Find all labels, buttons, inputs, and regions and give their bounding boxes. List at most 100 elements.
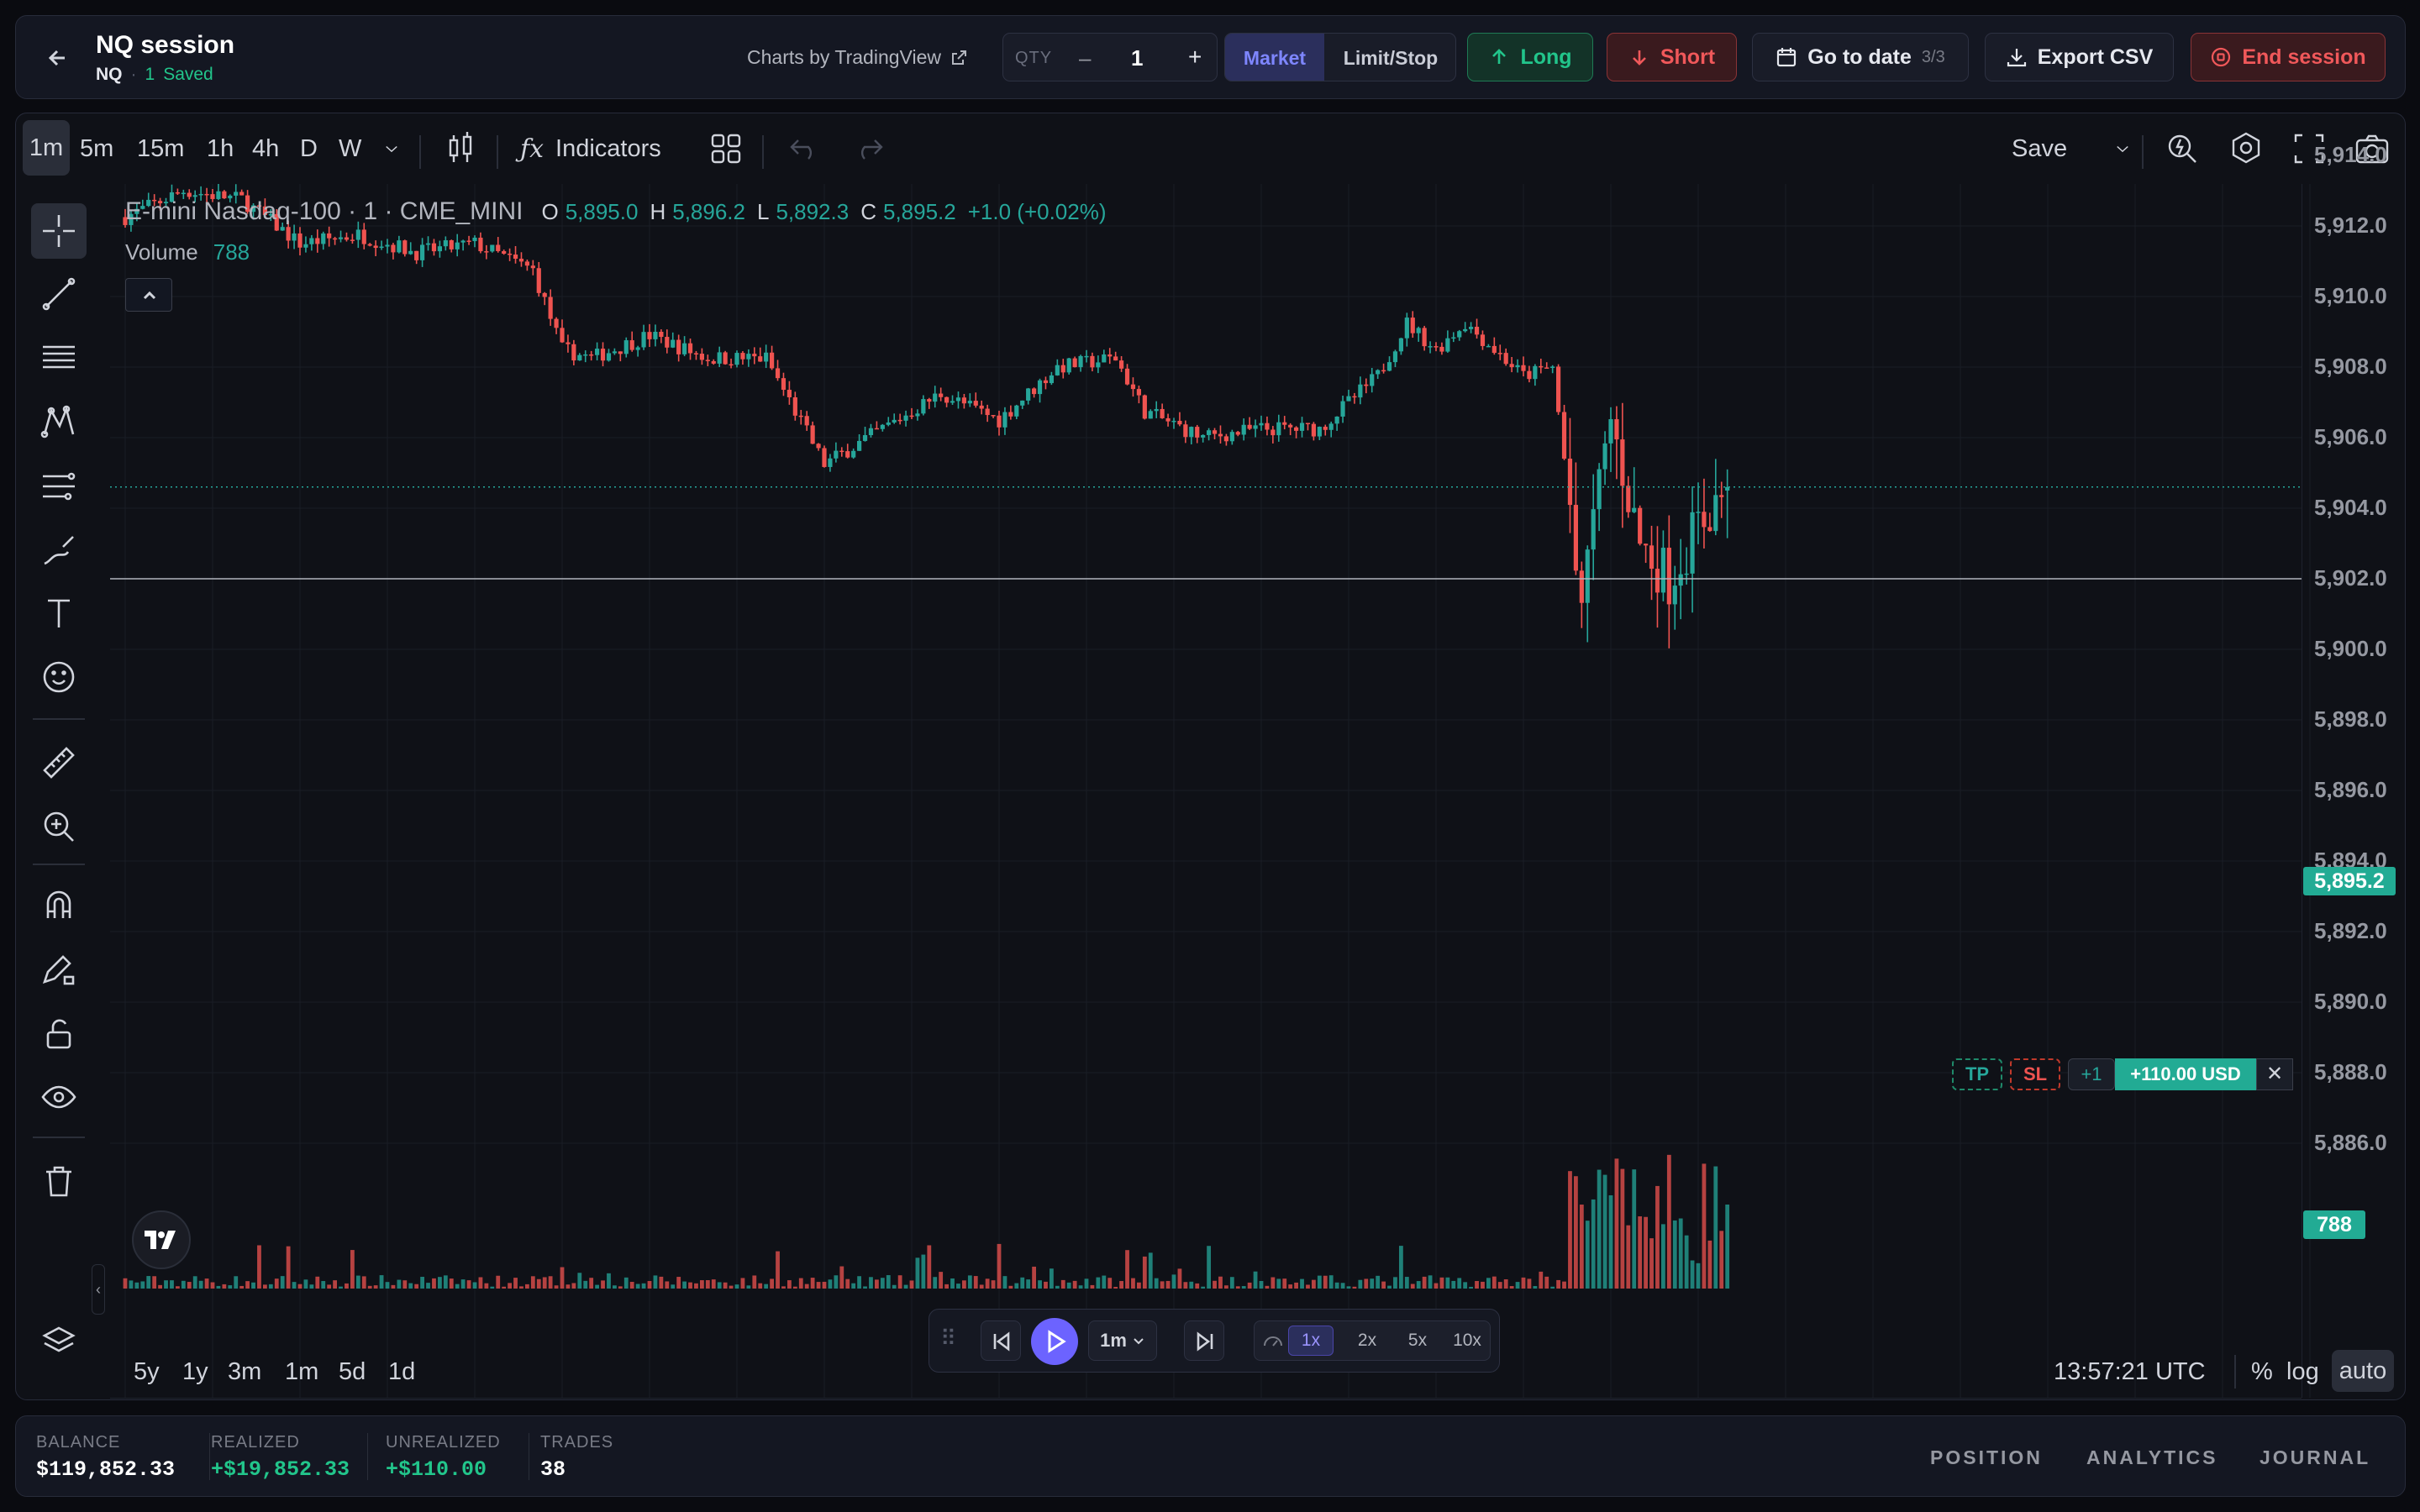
auto-toggle[interactable]: auto [2332,1350,2394,1392]
collapse-toolbar-button[interactable]: ‹ [92,1264,105,1315]
object-tree-button[interactable] [31,1315,87,1370]
timeframe-w[interactable]: W [339,135,362,162]
volume-bar [659,1276,664,1289]
timeframe-dropdown[interactable] [379,129,404,169]
ruler-tool[interactable] [31,735,87,790]
fib-tool[interactable] [31,330,87,386]
long-button[interactable]: Long [1467,33,1593,81]
qty-input[interactable]: 1 [1131,45,1144,71]
undo-button[interactable] [785,129,825,169]
range-5y[interactable]: 5y [134,1358,160,1385]
volume-bar [1364,1278,1369,1289]
limit-stop-button[interactable]: Limit/Stop [1343,47,1439,69]
crosshair-tool[interactable] [31,203,87,259]
candle-body [1078,355,1083,368]
tp-button[interactable]: TP [1952,1058,2002,1090]
candle-body [676,339,681,354]
go-to-date-button[interactable]: Go to date 3/3 [1752,33,1969,81]
percent-toggle[interactable]: % [2251,1358,2273,1385]
range-3m[interactable]: 3m [228,1358,262,1385]
replay-interval-select[interactable]: 1m [1088,1320,1157,1361]
prediction-tool[interactable] [31,458,87,513]
step-forward-button[interactable] [1184,1320,1224,1361]
qty-increment-button[interactable]: + [1188,44,1202,70]
log-toggle[interactable]: log [2286,1358,2319,1385]
brush-tool[interactable] [31,522,87,577]
range-1m[interactable]: 1m [285,1358,319,1385]
range-5d[interactable]: 5d [339,1358,366,1385]
volume-bar [1620,1168,1625,1289]
volume-bar [1690,1260,1695,1289]
timeframe-4h[interactable]: 4h [252,135,280,162]
timeframe-5m[interactable]: 5m [80,135,114,162]
tab-position[interactable]: POSITION [1930,1446,2043,1468]
short-button[interactable]: Short [1607,33,1737,81]
layouts-button[interactable] [706,129,746,169]
volume-bar [1707,1240,1712,1289]
settings-button[interactable] [2226,129,2266,169]
save-layout-button[interactable]: Save [2012,135,2068,162]
tab-analytics[interactable]: ANALYTICS [2086,1446,2218,1468]
lock-all-tool[interactable] [31,1005,87,1061]
candle-body [1270,429,1276,436]
volume-bar [536,1278,541,1289]
price-chart[interactable] [110,184,2318,1398]
trendline-tool[interactable] [31,266,87,322]
export-csv-button[interactable]: Export CSV [1985,33,2174,81]
pattern-tool[interactable] [31,394,87,449]
emoji-tool[interactable] [31,649,87,705]
indicators-button[interactable]: ƒx Indicators [520,129,661,169]
qty-decrement-button[interactable]: – [1079,45,1092,71]
range-1d[interactable]: 1d [388,1358,416,1385]
candle-body [1008,412,1013,417]
market-order-button[interactable]: Market [1225,34,1324,81]
step-back-button[interactable] [981,1320,1021,1361]
utc-clock[interactable]: 13:57:21 UTC [2054,1358,2206,1385]
timeframe-1h[interactable]: 1h [207,135,234,162]
delete-drawings-tool[interactable] [31,1153,87,1209]
speed-10x[interactable]: 10x [1453,1331,1481,1350]
candle-body [816,444,821,449]
back-button[interactable] [41,41,75,75]
drag-handle-icon[interactable]: ⠿ [940,1326,957,1351]
tab-journal[interactable]: JOURNAL [2260,1446,2371,1468]
range-1y[interactable]: 1y [182,1358,208,1385]
end-session-button[interactable]: End session [2191,33,2386,81]
lock-drawing-tool[interactable] [31,942,87,997]
volume-bar [187,1282,192,1289]
symbol-name[interactable]: E-mini Nasdaq-100 · 1 · CME_MINI [125,197,523,225]
play-button[interactable] [1031,1318,1078,1365]
speed-2x[interactable]: 2x [1357,1331,1377,1350]
time-axis[interactable] [110,1398,2302,1399]
candle-body [1597,469,1602,510]
speed-1x[interactable]: 1x [1288,1326,1334,1356]
zoom-tool[interactable] [31,799,87,854]
text-tool[interactable] [31,585,87,641]
volume-bar [705,1280,710,1289]
candle-type-button[interactable] [440,129,481,169]
candle-body [1404,318,1409,339]
chevron-down-icon [1134,1338,1144,1345]
candle-body [1032,388,1037,395]
quick-search-button[interactable] [2162,129,2202,169]
save-dropdown[interactable] [2110,129,2135,169]
fullscreen-button[interactable] [2289,129,2329,169]
magnet-tool[interactable] [31,878,87,933]
timeframe-1m[interactable]: 1m [23,120,70,176]
brush-icon [44,536,74,565]
timeframe-15m[interactable]: 15m [137,135,185,162]
tradingview-logo[interactable] [132,1210,191,1269]
timeframe-d[interactable]: D [300,135,318,162]
price-axis[interactable] [2302,184,2402,1398]
volume-bar [1381,1281,1386,1289]
hide-drawings-tool[interactable] [31,1069,87,1125]
screenshot-button[interactable] [2352,129,2392,169]
tradingview-link[interactable]: Charts by TradingView [747,46,968,69]
volume-bar [1486,1278,1491,1289]
sl-button[interactable]: SL [2010,1058,2060,1090]
speed-5x[interactable]: 5x [1407,1331,1428,1350]
redo-button[interactable] [848,129,888,169]
collapse-legend-button[interactable] [125,278,172,312]
close-position-button[interactable]: ✕ [2256,1058,2293,1090]
candle-body [192,195,197,197]
